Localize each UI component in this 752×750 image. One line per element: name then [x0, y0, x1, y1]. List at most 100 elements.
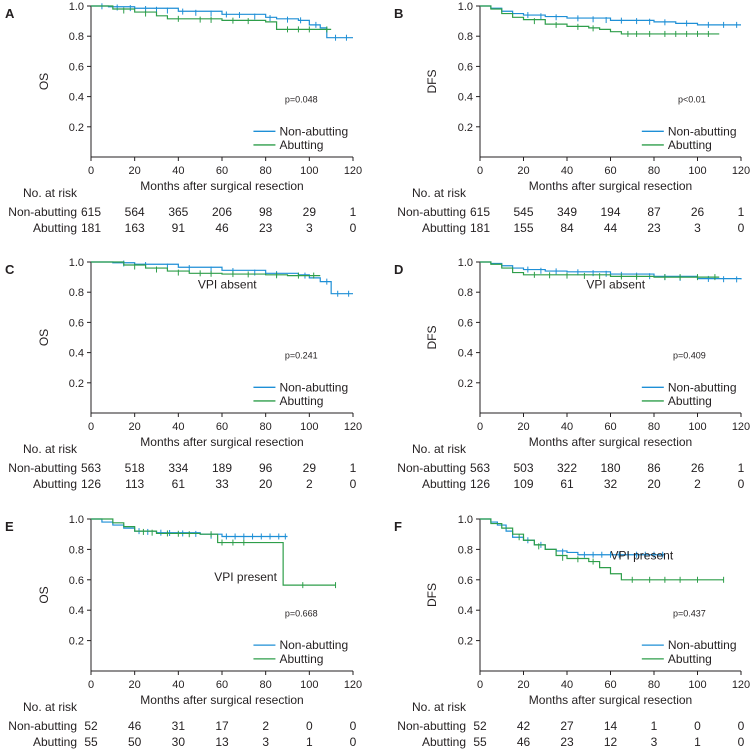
at-risk-value: 503: [513, 461, 533, 475]
at-risk-value: 1: [350, 461, 357, 475]
x-tick-label: 60: [216, 421, 228, 433]
at-risk-value: 29: [303, 205, 317, 219]
at-risk-value: 126: [81, 477, 101, 491]
x-tick-label: 120: [732, 165, 750, 177]
x-tick-label: 60: [604, 421, 616, 433]
y-tick-label: 1.0: [458, 257, 473, 269]
at-risk-value: 0: [350, 735, 357, 749]
x-tick-label: 80: [648, 165, 660, 177]
x-axis-label: Months after surgical resection: [529, 693, 692, 707]
x-tick-label: 80: [260, 165, 272, 177]
at-risk-value: 23: [560, 735, 574, 749]
x-tick-label: 40: [172, 679, 184, 691]
y-tick-label: 0.6: [458, 61, 473, 73]
panel-letter: F: [394, 519, 402, 534]
x-tick-label: 120: [732, 421, 750, 433]
p-value: p=0.409: [673, 351, 706, 361]
x-tick-label: 80: [648, 421, 660, 433]
legend-label: Abutting: [279, 138, 323, 152]
at-risk-value: 0: [738, 719, 745, 733]
x-tick-label: 20: [129, 421, 141, 433]
at-risk-value: 14: [604, 719, 618, 733]
x-tick-label: 80: [648, 679, 660, 691]
at-risk-value: 365: [168, 205, 188, 219]
at-risk-row-label: Abutting: [422, 221, 466, 235]
at-risk-value: 1: [738, 205, 745, 219]
at-risk-value: 0: [350, 719, 357, 733]
at-risk-value: 27: [560, 719, 574, 733]
at-risk-value: 84: [560, 221, 574, 235]
at-risk-value: 52: [84, 719, 98, 733]
y-tick-label: 0.2: [458, 378, 473, 390]
y-tick-label: 0.8: [458, 31, 473, 43]
at-risk-value: 31: [172, 719, 186, 733]
at-risk-value: 3: [651, 735, 658, 749]
y-axis-label: DFS: [425, 583, 439, 607]
x-tick-label: 100: [688, 679, 706, 691]
at-risk-row-label: Non-abutting: [397, 205, 466, 219]
at-risk-value: 26: [691, 205, 705, 219]
at-risk-value: 1: [738, 461, 745, 475]
x-tick-label: 20: [129, 165, 141, 177]
panel-letter: E: [5, 519, 14, 534]
at-risk-value: 12: [604, 735, 618, 749]
x-tick-label: 40: [561, 421, 573, 433]
at-risk-value: 1: [651, 719, 658, 733]
at-risk-heading: No. at risk: [23, 700, 78, 714]
at-risk-value: 163: [125, 221, 145, 235]
x-tick-label: 120: [732, 679, 750, 691]
at-risk-row-label: Abutting: [422, 735, 466, 749]
at-risk-value: 55: [84, 735, 98, 749]
panel-letter: B: [394, 6, 403, 21]
x-tick-label: 0: [477, 679, 483, 691]
km-curve-abutting: [91, 518, 336, 586]
at-risk-value: 563: [81, 461, 101, 475]
y-axis-label: DFS: [425, 70, 439, 94]
at-risk-value: 0: [738, 477, 745, 491]
y-axis-label: OS: [37, 329, 51, 346]
y-tick-label: 0.8: [458, 544, 473, 556]
at-risk-value: 13: [215, 735, 229, 749]
at-risk-value: 181: [470, 221, 490, 235]
legend-label: Abutting: [668, 394, 712, 408]
at-risk-value: 518: [125, 461, 145, 475]
at-risk-value: 23: [647, 221, 661, 235]
x-tick-label: 120: [344, 679, 362, 691]
x-tick-label: 40: [172, 165, 184, 177]
x-tick-label: 60: [604, 679, 616, 691]
y-tick-label: 1.0: [69, 257, 84, 269]
y-tick-label: 0.6: [69, 575, 84, 587]
y-tick-label: 0.4: [69, 92, 84, 104]
x-tick-label: 40: [561, 165, 573, 177]
at-risk-value: 32: [604, 477, 618, 491]
y-tick-label: 0.6: [458, 575, 473, 587]
x-tick-label: 20: [517, 421, 529, 433]
y-tick-label: 1.0: [69, 1, 84, 13]
x-axis-label: Months after surgical resection: [140, 693, 303, 707]
panel-a: A 0.2 0.4 0.6 0.8 1.0 0 20 40 60 80 100 120 OS Months …: [5, 1, 362, 235]
y-tick-label: 1.0: [458, 1, 473, 13]
y-axis-label: OS: [37, 586, 51, 603]
panel-b: B 0.2 0.4 0.6 0.8 1.0 0 20 40 60 80 100 120 DFS Months…: [394, 1, 750, 235]
at-risk-value: 61: [560, 477, 574, 491]
km-curve-non-abutting: [91, 5, 353, 39]
p-value: p<0.01: [678, 95, 706, 105]
at-risk-value: 1: [350, 205, 357, 219]
y-tick-label: 0.2: [69, 636, 84, 648]
x-tick-label: 100: [688, 165, 706, 177]
panel-annotation: VPI present: [214, 570, 277, 584]
at-risk-heading: No. at risk: [23, 186, 78, 200]
at-risk-value: 0: [306, 719, 313, 733]
panel-letter: C: [5, 262, 15, 277]
at-risk-row-label: Non-abutting: [8, 719, 77, 733]
at-risk-row-label: Abutting: [33, 735, 77, 749]
at-risk-row-label: Non-abutting: [397, 461, 466, 475]
x-tick-label: 20: [129, 679, 141, 691]
p-value: p=0.241: [285, 351, 318, 361]
x-axis-label: Months after surgical resection: [529, 435, 692, 449]
legend-label: Non-abutting: [668, 638, 737, 652]
at-risk-value: 91: [172, 221, 186, 235]
at-risk-value: 61: [172, 477, 186, 491]
y-axis-label: DFS: [425, 326, 439, 350]
y-tick-label: 0.6: [458, 317, 473, 329]
